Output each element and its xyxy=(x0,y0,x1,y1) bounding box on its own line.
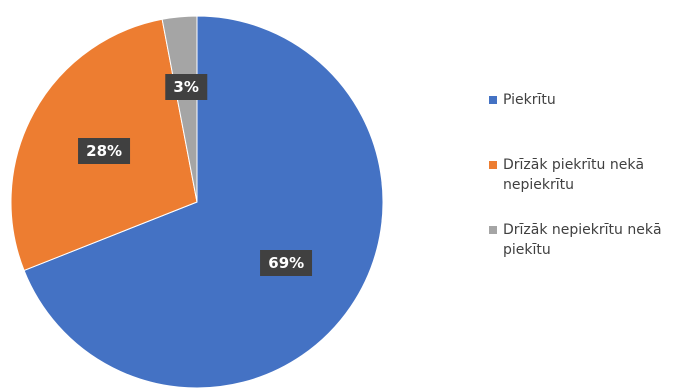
data-label-drizak-piekritu: 28% xyxy=(78,137,131,164)
data-label-piekritu: 69% xyxy=(260,249,313,276)
legend-item-piekritu: Piekrītu xyxy=(489,90,691,110)
legend-label-drizak-nepiekritu: Drīzāk nepiekrītu nekā piekītu xyxy=(503,222,662,258)
pie-slice-drizak-nepiekritu xyxy=(161,15,198,203)
legend-swatch-drizak-piekritu xyxy=(489,161,497,169)
legend-label-piekritu: Piekrītu xyxy=(503,92,556,108)
legend-label-drizak-piekritu: Drīzāk piekrītu nekā nepiekrītu xyxy=(503,157,645,193)
legend-swatch-piekritu xyxy=(489,96,497,104)
legend-item-drizak-nepiekritu: Drīzāk nepiekrītu nekā piekītu xyxy=(489,220,691,260)
data-label-drizak-nepiekritu: 3% xyxy=(165,74,207,101)
legend-item-drizak-piekritu: Drīzāk piekrītu nekā nepiekrītu xyxy=(489,155,691,195)
legend-swatch-drizak-nepiekritu xyxy=(489,226,497,234)
pie-slice-piekritu xyxy=(23,15,384,389)
